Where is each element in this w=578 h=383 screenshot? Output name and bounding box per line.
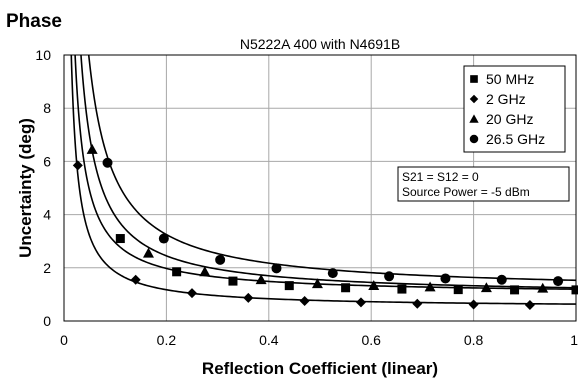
data-point-diamond [412,298,423,309]
data-point-diamond [187,288,197,299]
data-point-triangle [199,266,211,277]
x-tick-label: 0.6 [361,332,381,348]
legend-label: 26.5 GHz [486,131,545,147]
data-point-circle [384,271,395,282]
data-point-square [228,276,238,286]
x-tick-labels: 0 0.2 0.4 0.6 0.8 1 [60,332,578,348]
data-point-square [453,285,463,295]
legend-marker-diamond [469,94,479,104]
data-point-triangle [255,274,267,285]
data-point-square [284,281,294,291]
data-point-diamond [524,300,535,311]
data-point-triangle [142,247,154,258]
legend-box [463,65,566,153]
data-point-circle [102,157,113,168]
data-point-square [571,285,578,295]
data-point-circle [158,233,169,244]
y-tick-label: 8 [43,100,51,116]
x-tick-label: 0.2 [157,332,177,348]
data-point-diamond [243,292,254,303]
legend: 50 MHz 2 GHz 20 GHz 26.5 GHz [463,65,566,153]
data-point-diamond [72,160,83,171]
legend-label: 50 MHz [486,71,534,87]
y-tick-label: 10 [35,47,51,63]
x-tick-label: 0.4 [259,332,279,348]
data-point-diamond [355,297,366,308]
chart-title: N5222A 400 with N4691B [240,36,400,52]
y-tick-labels: 0 2 4 6 8 10 [35,47,51,329]
chart-heading: Phase [6,11,62,32]
data-point-circle [553,276,564,287]
data-point-triangle [537,282,549,293]
data-point-circle [327,268,338,279]
legend-marker-square [470,75,478,83]
data-point-triangle [311,278,323,289]
data-point-square [115,234,125,244]
data-point-diamond [299,296,310,307]
legend-marker-triangle [469,114,479,123]
data-point-triangle [424,281,436,292]
data-point-square [341,283,351,293]
data-point-triangle [480,282,492,293]
legend-label: 20 GHz [486,111,533,127]
data-point-diamond [468,299,479,310]
data-point-square [510,285,520,295]
x-tick-label: 0 [60,332,68,348]
data-point-triangle [86,143,98,154]
data-point-circle [215,254,226,265]
data-point-circle [440,273,451,284]
y-axis-label: Uncertainty (deg) [16,118,35,258]
x-tick-label: 0.8 [464,332,484,348]
y-tick-label: 6 [43,153,51,169]
data-point-triangle [368,280,380,291]
data-point-diamond [130,274,141,285]
y-tick-label: 2 [43,260,51,276]
annotation-line-2: Source Power = -5 dBm [402,185,530,199]
curve-20-ghz [80,54,577,289]
curve-50-mhz [74,54,577,291]
annotation-line-1: S21 = S12 = 0 [402,170,479,184]
curve-2-ghz [70,54,577,305]
plot-area-border [63,54,577,322]
data-markers [72,143,578,311]
annotation-box [397,166,570,202]
x-tick-label: 1 [570,332,578,348]
data-point-circle [271,263,282,274]
legend-marker-circle [469,134,479,144]
data-point-circle [496,274,507,285]
data-point-square [397,284,407,294]
y-tick-label: 4 [43,207,51,223]
curve-265-ghz [87,54,577,282]
data-point-square [172,267,182,277]
y-tick-label: 0 [43,313,51,329]
x-axis-label: Reflection Coefficient (linear) [202,359,438,378]
conditions-annotation: S21 = S12 = 0 Source Power = -5 dBm [397,166,570,202]
legend-label: 2 GHz [486,91,526,107]
fit-curves [70,54,577,305]
